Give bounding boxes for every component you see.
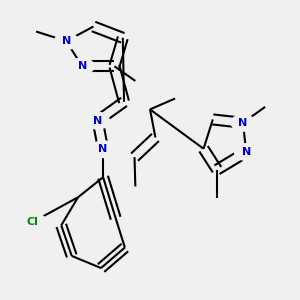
Text: N: N <box>98 144 108 154</box>
Ellipse shape <box>86 112 110 129</box>
Text: N: N <box>62 36 71 46</box>
Text: N: N <box>238 118 248 128</box>
Ellipse shape <box>92 141 115 158</box>
Ellipse shape <box>70 58 94 75</box>
Ellipse shape <box>55 33 78 50</box>
Text: Cl: Cl <box>26 218 38 227</box>
Text: N: N <box>93 116 102 126</box>
Text: N: N <box>78 61 87 71</box>
Ellipse shape <box>235 144 258 160</box>
Ellipse shape <box>231 114 255 131</box>
Ellipse shape <box>17 213 47 232</box>
Text: N: N <box>242 147 251 157</box>
